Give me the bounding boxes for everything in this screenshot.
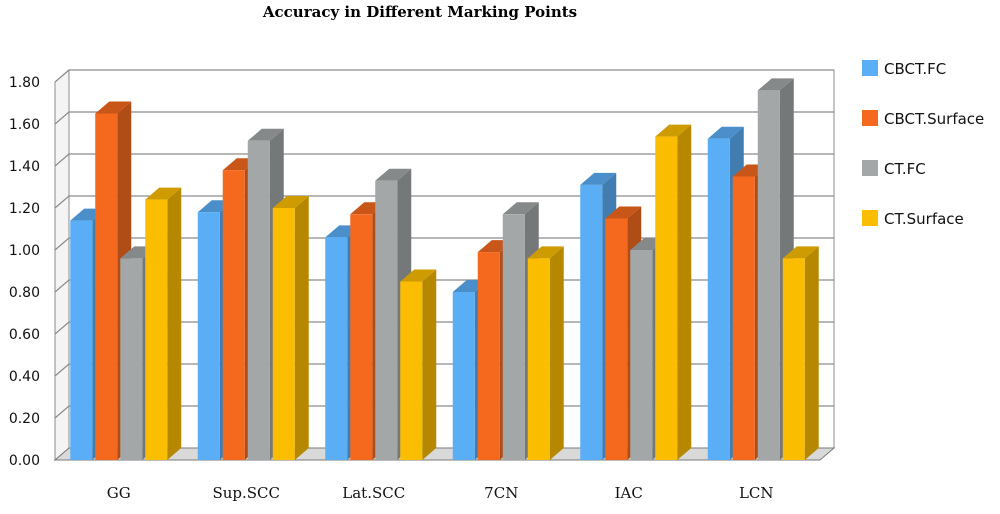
legend: CBCT.FC CBCT.Surface CT.FC CT.Surface: [862, 60, 984, 228]
legend-item: CBCT.FC: [862, 60, 946, 78]
bar-top: [400, 269, 437, 282]
bar-top: [757, 78, 794, 91]
gridline: [54, 111, 834, 125]
y-tick-label: 0.80: [9, 285, 40, 301]
gridline: [54, 363, 834, 377]
legend-label: CT.FC: [884, 160, 926, 178]
bar-side: [677, 124, 692, 460]
bar-side: [167, 187, 182, 460]
bar-side: [422, 269, 437, 460]
bar-front: [375, 180, 398, 460]
y-tick-label: 1.40: [9, 159, 40, 175]
bar-front: [452, 292, 475, 460]
bar-front: [502, 214, 525, 460]
y-tick-label: 0.40: [9, 369, 40, 385]
y-tick-label: 1.80: [9, 75, 40, 91]
bar: [145, 187, 182, 460]
legend-swatch: [862, 60, 878, 76]
legend-item: CT.FC: [862, 160, 926, 178]
bar-front: [350, 214, 373, 460]
y-tick-label: 1.60: [9, 117, 40, 133]
bar-top: [655, 124, 692, 137]
bar-front: [272, 208, 295, 460]
bar-front: [655, 136, 678, 460]
y-tick-label: 0.00: [9, 453, 40, 469]
bar: [655, 124, 692, 460]
legend-swatch: [862, 110, 878, 126]
y-tick-label: 1.00: [9, 243, 40, 259]
gridline: [54, 237, 834, 251]
bar-top: [707, 126, 744, 139]
bar-front: [605, 218, 628, 460]
legend-swatch: [862, 210, 878, 226]
y-tick-label: 0.60: [9, 327, 40, 343]
legend-label: CBCT.FC: [884, 60, 946, 78]
legend-item: CT.Surface: [862, 210, 964, 228]
bar: [400, 269, 437, 460]
x-category-label: GG: [107, 484, 131, 502]
bar-front: [70, 220, 93, 460]
bar-top: [527, 246, 564, 259]
gridline: [54, 153, 834, 167]
bar-top: [145, 187, 182, 200]
bar-front: [120, 258, 143, 460]
bar-side: [804, 246, 819, 460]
gridline: [54, 195, 834, 209]
legend-label: CT.Surface: [884, 210, 964, 228]
bar-top: [95, 101, 132, 114]
chart-title: Accuracy in Different Marking Points: [262, 3, 577, 21]
bar-top: [782, 246, 819, 259]
bar: [782, 246, 819, 460]
x-category-label: Lat.SCC: [342, 484, 405, 502]
gridline: [54, 405, 834, 419]
bar-top: [272, 196, 309, 208]
x-category-label: LCN: [739, 484, 774, 502]
bar: [527, 246, 564, 460]
bars: [70, 78, 819, 461]
legend-swatch: [862, 160, 878, 176]
y-tick-label: 0.20: [9, 411, 40, 427]
bar: [272, 196, 309, 460]
bar-front: [145, 199, 168, 460]
gridlines: [54, 69, 834, 419]
gridline: [54, 279, 834, 293]
bar-front: [95, 113, 118, 460]
bar-top: [247, 128, 284, 141]
y-axis-tick-labels: 0.00 0.20 0.40 0.60 0.80 1.00 1.20 1.40 1.60 1.80: [9, 75, 40, 469]
gridline: [54, 321, 834, 335]
bar-front: [757, 90, 780, 461]
gridline: [54, 69, 834, 83]
bar-front: [477, 252, 500, 460]
bar-front: [197, 212, 220, 460]
bar-top: [580, 172, 617, 185]
x-category-label: IAC: [615, 484, 643, 502]
bar-front: [325, 237, 348, 460]
side-wall: [54, 68, 70, 462]
bar-front: [580, 184, 603, 460]
legend-label: CBCT.Surface: [884, 110, 984, 128]
bar-top: [502, 202, 539, 215]
x-axis-category-labels: GG Sup.SCC Lat.SCC 7CN IAC LCN: [107, 484, 774, 502]
bar-side: [549, 246, 564, 460]
bar-front: [247, 140, 270, 461]
bar-front: [732, 176, 755, 460]
bar-front: [527, 258, 550, 460]
bar-front: [707, 138, 730, 460]
bar-front: [782, 258, 805, 460]
x-category-label: Sup.SCC: [212, 484, 280, 502]
x-category-label: 7CN: [484, 484, 518, 502]
bar-top: [605, 206, 642, 219]
legend-item: CBCT.Surface: [862, 110, 984, 128]
y-tick-label: 1.20: [9, 201, 40, 217]
bar-side: [294, 196, 309, 460]
bar-front: [222, 170, 245, 460]
bar-front: [630, 250, 653, 460]
bar-top: [375, 168, 412, 181]
bar-front: [400, 281, 423, 460]
